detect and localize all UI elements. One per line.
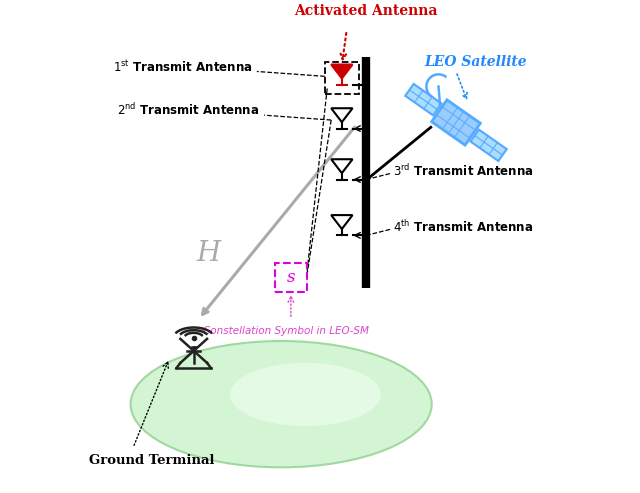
Text: Activated Antenna: Activated Antenna	[294, 4, 438, 18]
Text: $1^{\rm st}$ Transmit Antenna: $1^{\rm st}$ Transmit Antenna	[113, 59, 252, 74]
Polygon shape	[470, 130, 507, 161]
Polygon shape	[405, 84, 442, 115]
Bar	[324, 62, 359, 94]
Text: $3^{\rm rd}$ Transmit Antenna: $3^{\rm rd}$ Transmit Antenna	[393, 163, 533, 179]
Text: Ground Terminal: Ground Terminal	[90, 454, 215, 466]
Ellipse shape	[230, 363, 381, 426]
Ellipse shape	[131, 341, 432, 467]
Polygon shape	[331, 65, 353, 78]
Text: LEO Satellite: LEO Satellite	[424, 55, 527, 69]
Text: Constellation Symbol in LEO-SM: Constellation Symbol in LEO-SM	[203, 326, 369, 336]
Text: s: s	[287, 269, 295, 286]
Text: $4^{\rm th}$ Transmit Antenna: $4^{\rm th}$ Transmit Antenna	[393, 219, 533, 235]
Polygon shape	[431, 100, 481, 145]
Bar	[275, 263, 307, 292]
Text: $2^{\rm nd}$ Transmit Antenna: $2^{\rm nd}$ Transmit Antenna	[117, 103, 259, 118]
Text: H: H	[196, 240, 220, 267]
